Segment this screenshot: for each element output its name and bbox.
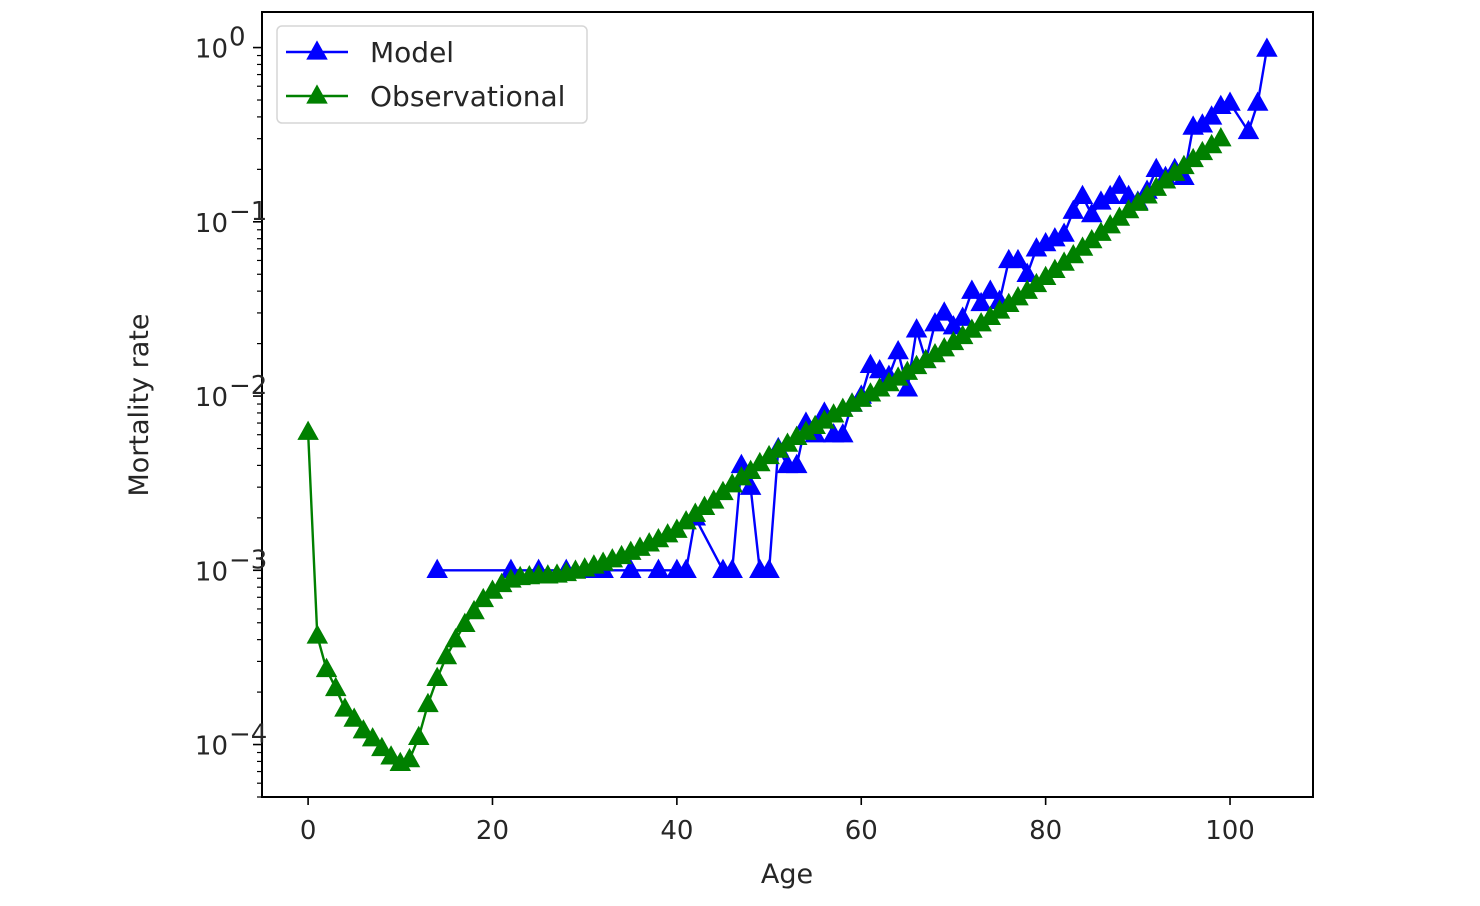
x-tick-label: 80 bbox=[1029, 816, 1062, 846]
data-point-observational bbox=[334, 697, 356, 717]
plot-area bbox=[262, 12, 1313, 797]
data-point-observational bbox=[343, 707, 365, 727]
data-point-model bbox=[1007, 248, 1029, 269]
data-point-model bbox=[1237, 119, 1260, 140]
data-point-model bbox=[887, 339, 909, 360]
x-axis: 0 20 40 60 80 100 bbox=[300, 797, 1255, 846]
data-point-observational bbox=[398, 747, 421, 768]
series-observational bbox=[297, 127, 1232, 772]
data-point-model bbox=[675, 558, 697, 578]
data-point-model bbox=[1099, 184, 1121, 205]
data-point-observational bbox=[435, 644, 458, 665]
y-tick-exponent: −3 bbox=[229, 545, 267, 575]
y-tick-label: 10 bbox=[195, 209, 228, 239]
data-point-observational bbox=[1210, 127, 1232, 147]
data-point-observational bbox=[306, 624, 329, 644]
data-point-model bbox=[1080, 202, 1103, 223]
x-tick-label: 0 bbox=[300, 816, 317, 846]
legend: Model Observational bbox=[276, 25, 588, 124]
x-tick-label: 40 bbox=[660, 816, 693, 846]
y-tick-label: 10 bbox=[195, 557, 228, 587]
x-tick-label: 20 bbox=[476, 816, 509, 846]
data-point-model bbox=[620, 558, 642, 578]
data-point-model bbox=[961, 279, 983, 299]
data-point-model bbox=[896, 377, 919, 397]
data-point-model bbox=[739, 475, 762, 495]
data-point-observational bbox=[352, 719, 375, 739]
y-axis-label: Mortality rate bbox=[124, 313, 155, 496]
x-tick-label: 60 bbox=[845, 816, 878, 846]
data-point-model bbox=[721, 558, 743, 578]
data-point-observational bbox=[315, 657, 338, 678]
legend-label-model: Model bbox=[370, 36, 454, 69]
data-point-observational bbox=[426, 666, 448, 686]
y-tick-exponent: −2 bbox=[229, 371, 267, 401]
data-point-observational bbox=[407, 725, 430, 746]
y-tick-exponent: 0 bbox=[229, 23, 246, 53]
data-point-observational bbox=[444, 628, 467, 648]
series-layer bbox=[297, 37, 1278, 772]
data-point-model bbox=[1219, 91, 1241, 111]
data-point-model bbox=[1256, 37, 1278, 57]
data-point-model bbox=[1200, 105, 1223, 125]
legend-marker-model bbox=[306, 40, 328, 60]
y-tick-label: 10 bbox=[195, 35, 228, 65]
data-point-model bbox=[924, 312, 946, 332]
data-point-observational bbox=[371, 736, 393, 757]
data-point-model bbox=[979, 279, 1002, 299]
y-tick-label: 10 bbox=[195, 383, 228, 413]
data-point-model bbox=[1108, 174, 1131, 194]
data-point-model bbox=[1053, 222, 1075, 242]
data-point-model bbox=[647, 558, 670, 578]
x-axis-label: Age bbox=[761, 859, 813, 890]
data-point-model bbox=[1062, 199, 1085, 219]
data-point-observational bbox=[325, 676, 347, 697]
data-point-model bbox=[758, 558, 780, 578]
data-point-model bbox=[426, 558, 448, 578]
data-point-model bbox=[785, 453, 808, 474]
y-tick-exponent: −1 bbox=[229, 197, 267, 227]
y-tick-exponent: −4 bbox=[229, 720, 267, 750]
data-point-observational bbox=[361, 727, 384, 747]
data-point-model bbox=[1071, 184, 1094, 205]
data-point-observational bbox=[454, 612, 476, 632]
data-point-model bbox=[832, 423, 854, 443]
data-point-model bbox=[970, 291, 992, 312]
legend-box bbox=[276, 25, 588, 124]
data-point-model bbox=[1246, 91, 1269, 111]
legend-marker-observational bbox=[306, 84, 328, 104]
data-point-observational bbox=[297, 420, 319, 440]
data-point-observational bbox=[417, 692, 439, 713]
data-point-model bbox=[933, 301, 955, 321]
data-point-model bbox=[905, 318, 928, 338]
y-tick-label: 10 bbox=[195, 732, 228, 762]
legend-label-observational: Observational bbox=[370, 80, 565, 113]
x-tick-label: 100 bbox=[1205, 816, 1255, 846]
data-point-observational bbox=[463, 599, 485, 620]
